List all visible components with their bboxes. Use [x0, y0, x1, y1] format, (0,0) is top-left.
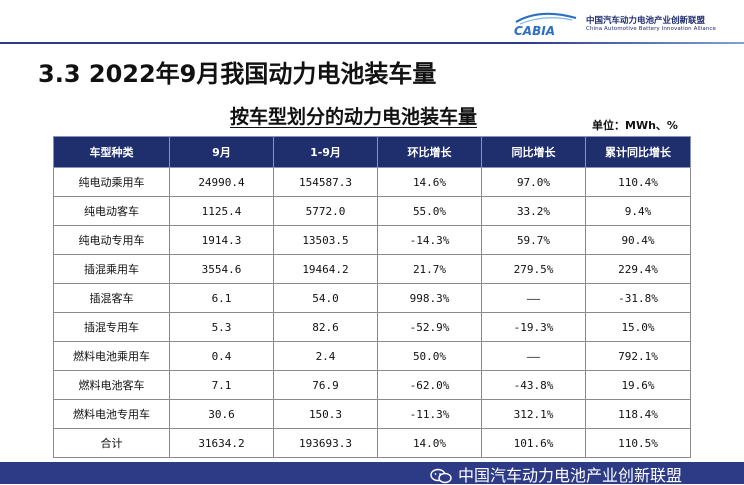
table-row: 纯电动客车 1125.4 5772.0 55.0% 33.2% 9.4%: [53, 196, 691, 226]
vehicle-type-cell: 纯电动乘用车: [53, 167, 170, 197]
value-cell: 19.6%: [585, 370, 691, 400]
value-cell: 7.1: [169, 370, 274, 400]
value-cell: 1914.3: [169, 225, 274, 255]
vehicle-type-cell: 插混客车: [53, 283, 170, 313]
table-row: 合计 31634.2 193693.3 14.0% 101.6% 110.5%: [53, 428, 691, 458]
vehicle-type-cell: 燃料电池客车: [53, 370, 170, 400]
column-header: 9月: [169, 136, 274, 168]
table-row: 插混客车 6.1 54.0 998.3% —— -31.8%: [53, 283, 691, 313]
value-cell: ——: [481, 341, 586, 371]
svg-text:CABIA: CABIA: [514, 24, 555, 38]
value-cell: 193693.3: [273, 428, 378, 458]
value-cell: 55.0%: [377, 196, 482, 226]
value-cell: 30.6: [169, 399, 274, 429]
value-cell: 6.1: [169, 283, 274, 313]
value-cell: 154587.3: [273, 167, 378, 197]
value-cell: 110.5%: [585, 428, 691, 458]
logo-text-cn: 中国汽车动力电池产业创新联盟: [586, 16, 706, 26]
footer-text: 中国汽车动力电池产业创新联盟: [458, 466, 683, 485]
column-header: 环比增长: [377, 136, 482, 168]
value-cell: 31634.2: [169, 428, 274, 458]
table-title: 按车型划分的动力电池装车量: [230, 106, 478, 128]
value-cell: -14.3%: [377, 225, 482, 255]
value-cell: 50.0%: [377, 341, 482, 371]
value-cell: -31.8%: [585, 283, 691, 313]
value-cell: 14.6%: [377, 167, 482, 197]
column-header: 1-9月: [273, 136, 378, 168]
header-divider: [0, 42, 744, 44]
value-cell: 13503.5: [273, 225, 378, 255]
value-cell: -43.8%: [481, 370, 586, 400]
value-cell: 3554.6: [169, 254, 274, 284]
table-row: 燃料电池专用车 30.6 150.3 -11.3% 312.1% 118.4%: [53, 399, 691, 429]
value-cell: 59.7%: [481, 225, 586, 255]
value-cell: -19.3%: [481, 312, 586, 342]
page-title: 3.3 2022年9月我国动力电池装车量: [38, 60, 437, 88]
vehicle-type-cell: 插混专用车: [53, 312, 170, 342]
value-cell: 90.4%: [585, 225, 691, 255]
value-cell: 0.4: [169, 341, 274, 371]
value-cell: 110.4%: [585, 167, 691, 197]
value-cell: 150.3: [273, 399, 378, 429]
value-cell: 9.4%: [585, 196, 691, 226]
value-cell: 76.9: [273, 370, 378, 400]
logo-text-en: China Automotive Battery Innovation Alli…: [586, 26, 717, 32]
value-cell: 312.1%: [481, 399, 586, 429]
table-row: 燃料电池客车 7.1 76.9 -62.0% -43.8% 19.6%: [53, 370, 691, 400]
value-cell: 5772.0: [273, 196, 378, 226]
value-cell: 33.2%: [481, 196, 586, 226]
vehicle-type-cell: 燃料电池专用车: [53, 399, 170, 429]
vehicle-type-cell: 纯电动专用车: [53, 225, 170, 255]
value-cell: 21.7%: [377, 254, 482, 284]
value-cell: 24990.4: [169, 167, 274, 197]
header: CABIA 中国汽车动力电池产业创新联盟 China Automotive Ba…: [0, 0, 744, 44]
cabia-logo-icon: CABIA: [514, 12, 577, 38]
wechat-icon: [430, 468, 452, 484]
column-header: 同比增长: [481, 136, 586, 168]
value-cell: 279.5%: [481, 254, 586, 284]
table-row: 燃料电池乘用车 0.4 2.4 50.0% —— 792.1%: [53, 341, 691, 371]
value-cell: 101.6%: [481, 428, 586, 458]
value-cell: 5.3: [169, 312, 274, 342]
value-cell: 998.3%: [377, 283, 482, 313]
value-cell: 14.0%: [377, 428, 482, 458]
unit-label: 单位：MWh、%: [592, 119, 678, 132]
value-cell: 792.1%: [585, 341, 691, 371]
vehicle-type-cell: 插混乘用车: [53, 254, 170, 284]
value-cell: -62.0%: [377, 370, 482, 400]
value-cell: 15.0%: [585, 312, 691, 342]
footer-bar: [0, 462, 744, 484]
vehicle-type-cell: 纯电动客车: [53, 196, 170, 226]
value-cell: 229.4%: [585, 254, 691, 284]
value-cell: ——: [481, 283, 586, 313]
table-row: 插混专用车 5.3 82.6 -52.9% -19.3% 15.0%: [53, 312, 691, 342]
value-cell: 2.4: [273, 341, 378, 371]
value-cell: 82.6: [273, 312, 378, 342]
column-header: 车型种类: [53, 136, 170, 168]
value-cell: -11.3%: [377, 399, 482, 429]
battery-installation-table: 车型种类 9月 1-9月 环比增长 同比增长 累计同比增长 纯电动乘用车 2499…: [53, 136, 691, 458]
table-row: 纯电动乘用车 24990.4 154587.3 14.6% 97.0% 110.4%: [53, 167, 691, 197]
value-cell: 97.0%: [481, 167, 586, 197]
table-row: 插混乘用车 3554.6 19464.2 21.7% 279.5% 229.4%: [53, 254, 691, 284]
vehicle-type-cell: 燃料电池乘用车: [53, 341, 170, 371]
value-cell: 118.4%: [585, 399, 691, 429]
vehicle-type-cell: 合计: [53, 428, 170, 458]
value-cell: 54.0: [273, 283, 378, 313]
table-row: 纯电动专用车 1914.3 13503.5 -14.3% 59.7% 90.4%: [53, 225, 691, 255]
table-header-row: 车型种类 9月 1-9月 环比增长 同比增长 累计同比增长: [53, 136, 691, 168]
column-header: 累计同比增长: [585, 136, 691, 168]
value-cell: 1125.4: [169, 196, 274, 226]
value-cell: -52.9%: [377, 312, 482, 342]
value-cell: 19464.2: [273, 254, 378, 284]
